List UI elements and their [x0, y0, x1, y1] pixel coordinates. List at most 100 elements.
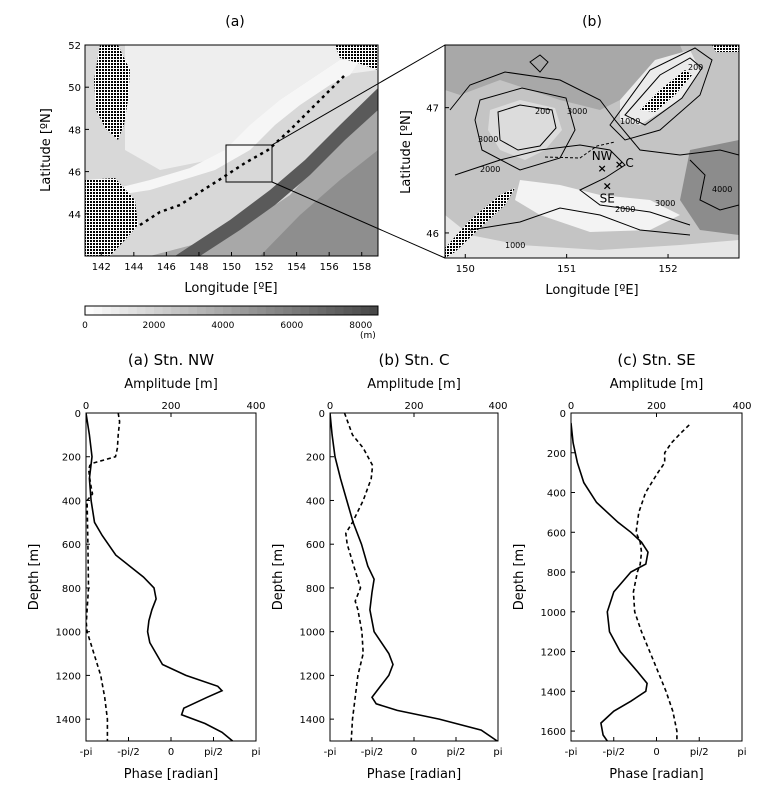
contour-2000-channel — [454, 144, 691, 226]
colorbar-cell — [171, 306, 181, 315]
profile-panel-3: (c) Stn. SE Amplitude [m] Phase [radian] De… — [512, 351, 752, 782]
colorbar-frame — [84, 305, 379, 316]
depth-axis-label: Depth [m] — [512, 544, 527, 611]
depth-tick-label: 800 — [547, 568, 566, 579]
contour-label-200a: 200 — [535, 107, 550, 116]
colorbar-cell — [240, 306, 250, 315]
depth-tick-label: 800 — [306, 584, 325, 595]
phase-tick-label: -pi/2 — [603, 747, 625, 758]
depth-tick-label: 1000 — [56, 628, 81, 639]
contour-label-1000a: 1000 — [505, 241, 525, 250]
phase-tick-label: -pi — [80, 747, 93, 758]
map-b-island-corner — [712, 45, 739, 52]
map-b-xtick-label: 150 — [456, 264, 475, 275]
depth-tick-label: 800 — [62, 584, 81, 595]
map-b-island-ne — [640, 70, 692, 112]
profile-title: (b) Stn. C — [379, 351, 450, 369]
phase-tick-label: pi — [737, 747, 746, 758]
amplitude-line — [571, 422, 649, 741]
colorbar-cell — [128, 306, 138, 315]
phase-line — [632, 424, 690, 741]
amplitude-line — [330, 413, 498, 741]
map-b-label: (b) — [582, 14, 602, 30]
colorbar-cell — [188, 306, 198, 315]
colorbar-cell — [93, 306, 103, 315]
colorbar-cell — [119, 306, 129, 315]
phase-tick-label: pi/2 — [690, 747, 709, 758]
map-a-xtick-label: 144 — [124, 262, 143, 273]
depth-tick-label: 1200 — [56, 671, 81, 682]
colorbar-tick-label: 2000 — [142, 321, 165, 331]
contour-label-3000a: 3000 — [567, 107, 587, 116]
map-b-xtick-label: 152 — [658, 264, 677, 275]
map-a-ytick-label: 48 — [68, 125, 81, 136]
contour-label-1000b: 1000 — [620, 117, 640, 126]
colorbar-cell — [136, 306, 146, 315]
colorbar-tick-label: 6000 — [280, 321, 303, 331]
map-a-xtick-label: 154 — [287, 262, 306, 273]
station-label: C — [625, 156, 633, 170]
phase-tick-label: 0 — [653, 747, 659, 758]
depth-tick-label: 200 — [62, 453, 81, 464]
contour-4000-east — [689, 159, 739, 211]
map-b-island-sw — [445, 188, 515, 258]
contour-200-west — [497, 104, 557, 151]
map-b-xlabel: Longitude [ºE] — [545, 283, 638, 298]
colorbar-cell — [283, 306, 293, 315]
depth-tick-label: 600 — [62, 540, 81, 551]
amplitude-axis-label: Amplitude [m] — [610, 377, 704, 392]
amplitude-tick-label: 200 — [647, 401, 666, 412]
phase-tick-label: pi/2 — [204, 747, 223, 758]
contour-1000-west — [474, 87, 576, 171]
map-b: ×NW× C×SE 200 200 1000 1000 2000 2000 300… — [445, 45, 739, 258]
zoom-line-bottom — [271, 181, 446, 259]
amplitude-tick-label: 400 — [732, 401, 751, 412]
depth-tick-label: 1000 — [541, 608, 566, 619]
map-b-ridge-west — [488, 100, 562, 160]
map-a-ylabel: Latitude [ºN] — [39, 108, 54, 192]
profile-title: (a) Stn. NW — [128, 351, 214, 369]
contour-label-3000b: 3000 — [478, 135, 498, 144]
contour-label-3000c: 3000 — [655, 199, 675, 208]
map-a-xtick-label: 150 — [222, 262, 241, 273]
map-a-sakhalin — [94, 45, 130, 140]
profile-frame — [570, 412, 743, 742]
contour-1000-south — [469, 207, 691, 236]
colorbar-cell — [265, 306, 276, 315]
colorbar-cell — [360, 306, 370, 315]
colorbar-cell — [85, 306, 95, 315]
depth-tick-label: 1000 — [300, 628, 325, 639]
amplitude-tick-label: 200 — [161, 401, 180, 412]
colorbar-cell — [300, 306, 310, 315]
contour-label-2000b: 2000 — [615, 205, 635, 214]
colorbar-cell — [343, 306, 353, 315]
map-a-label: (a) — [225, 14, 245, 30]
depth-tick-label: 1400 — [300, 715, 325, 726]
colorbar-cell — [231, 306, 241, 315]
phase-tick-label: 0 — [411, 747, 417, 758]
phase-tick-label: -pi/2 — [117, 747, 139, 758]
map-b-ytick-label: 47 — [426, 104, 439, 115]
depth-axis-label: Depth [m] — [271, 544, 286, 611]
map-b-shallow-south — [445, 215, 739, 258]
phase-tick-label: -pi — [565, 747, 578, 758]
station-transect — [544, 141, 616, 159]
colorbar-cell — [309, 306, 319, 315]
map-a-kuril-islands — [139, 74, 346, 227]
map-a-shelf-south — [85, 60, 360, 200]
depth-tick-label: 1400 — [541, 687, 566, 698]
profile-panel-1: (a) Stn. NW Amplitude [m] Phase [radian] De… — [27, 351, 266, 782]
amplitude-tick-label: 0 — [83, 401, 89, 412]
depth-tick-label: 0 — [75, 409, 81, 420]
map-a-xtick-label: 156 — [320, 262, 339, 273]
colorbar-tick-label: 8000 — [349, 321, 372, 331]
profile-frame — [85, 412, 257, 742]
map-a-xtick-label: 146 — [157, 262, 176, 273]
colorbar-cell — [145, 306, 155, 315]
amplitude-tick-label: 200 — [404, 401, 423, 412]
map-a-ytick-label: 44 — [68, 210, 81, 221]
depth-tick-label: 600 — [547, 528, 566, 539]
map-b-ytick-label: 46 — [426, 229, 439, 240]
contour-label-2000a: 2000 — [480, 165, 500, 174]
